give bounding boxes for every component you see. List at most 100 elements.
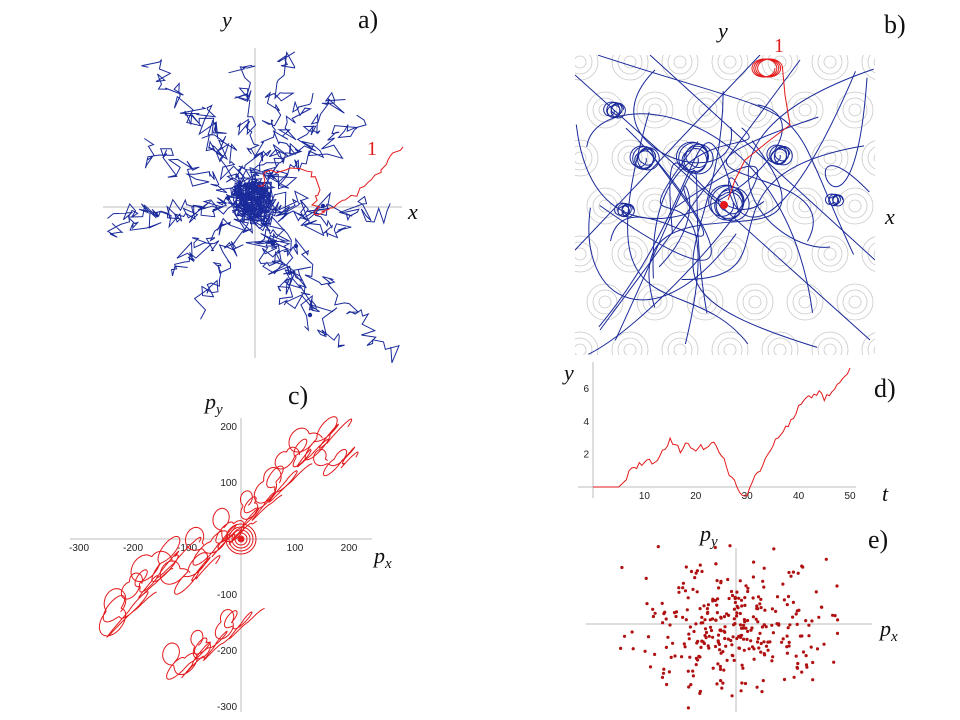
panel-b-trajectory — [614, 170, 708, 341]
panel-e-point — [766, 648, 770, 652]
panel-a: a) y x 1 — [103, 5, 418, 363]
panel-e-point — [755, 604, 759, 608]
panel-e-point — [699, 645, 703, 650]
panel-e-point — [727, 596, 731, 601]
panel-e-point — [732, 658, 736, 663]
panel-e-point — [717, 586, 721, 590]
panel-b-contour-ring — [811, 55, 849, 81]
panel-e-point — [795, 666, 800, 670]
panel-e-point — [705, 607, 710, 611]
panel-c-loop — [184, 524, 237, 566]
panel-b-trajectory — [725, 116, 819, 242]
panel-e-point — [669, 655, 673, 660]
panel-b-contour-ring — [575, 55, 587, 69]
panel-e-point — [718, 667, 723, 672]
panel-e-point — [836, 618, 840, 622]
panel-b-contour-ring — [642, 193, 668, 219]
panel-b-contour-ring — [836, 283, 874, 321]
panel-e-point — [687, 685, 691, 689]
panel-b-contour-ring — [723, 247, 737, 261]
panel-e-point — [724, 644, 728, 648]
panel-b-contour-ring — [611, 331, 649, 355]
panel-e-point — [689, 569, 694, 574]
panel-e-point — [666, 635, 670, 639]
panel-e-point — [660, 601, 664, 606]
panel-e-point — [732, 617, 736, 621]
panel-e-point — [735, 636, 739, 641]
panel-c-momentum-trajectory — [98, 416, 359, 680]
panel-b-contour-ring — [575, 247, 587, 261]
panel-e-point — [787, 570, 791, 575]
panel-c-x-tick-label: 200 — [341, 543, 358, 554]
panel-e-point — [660, 675, 665, 680]
panel-e-point — [781, 582, 785, 586]
panel-e-point — [665, 682, 669, 687]
panel-c-loop — [240, 490, 283, 521]
panel-e-point — [785, 645, 789, 649]
panel-e-point — [728, 544, 732, 548]
panel-b-contour-ring — [623, 343, 637, 355]
panel-e-point — [740, 681, 744, 685]
panel-e-point — [619, 646, 623, 651]
panel-e-point — [835, 631, 840, 636]
panel-e-point — [759, 597, 763, 602]
panel-e-point — [661, 621, 665, 625]
panel-e-point — [713, 598, 718, 603]
panel-c-y-tick-label: 200 — [220, 422, 237, 433]
panel-e-point — [835, 584, 839, 588]
panel-e-point — [644, 576, 648, 581]
panel-b-contour-ring — [823, 343, 837, 355]
panel-e-point — [711, 635, 715, 639]
panel-b-contour-ring — [817, 55, 843, 75]
panel-e-point — [744, 626, 748, 630]
panel-e-point — [723, 630, 727, 634]
panel-e-point — [716, 662, 720, 666]
panel-b-contour-ring — [642, 289, 668, 315]
panel-e-point — [686, 706, 691, 710]
panel-c-y-label-main: p — [203, 389, 216, 414]
panel-e-point — [746, 629, 750, 634]
panel-e-point — [726, 577, 730, 582]
panel-e-point — [770, 607, 775, 611]
panel-e-point — [735, 590, 739, 594]
panel-e-point — [645, 602, 649, 606]
panel-e-point — [735, 604, 739, 609]
panel-e-point — [735, 614, 739, 618]
panel-b-contour-ring — [661, 331, 699, 355]
panel-b-contour-ring — [723, 343, 737, 355]
panel-b-contour-ring — [817, 145, 843, 171]
panel-e-point — [747, 647, 751, 651]
panel-e-point — [752, 657, 756, 661]
panel-e-point — [735, 611, 739, 615]
panel-e-x-label-sub: x — [890, 629, 898, 645]
panel-e-point — [731, 635, 735, 639]
panel-b-contour-ring — [798, 199, 812, 213]
panel-b-straight-trajectory — [599, 59, 801, 331]
panel-b-contour-ring — [611, 235, 649, 273]
panel-e-point — [738, 611, 742, 616]
panel-e-point — [759, 650, 763, 654]
panel-d-y-label: y — [562, 360, 574, 385]
panel-b-contour-ring — [848, 199, 862, 213]
panel-b-contour-ring — [698, 295, 712, 309]
panel-a-trajectory — [247, 196, 400, 363]
panel-e-point — [719, 581, 723, 585]
panel-e-point — [730, 694, 734, 698]
panel-e-point — [800, 670, 804, 674]
panel-e-point — [764, 644, 769, 648]
panel-e-point — [725, 658, 729, 663]
panel-e-point — [733, 600, 738, 605]
panel-e-point — [771, 631, 776, 635]
panel-e-point — [809, 645, 813, 649]
panel-e-point — [719, 629, 723, 633]
panel-a-red-tag: 1 — [367, 138, 377, 160]
panel-d-y-tick-label: 2 — [583, 449, 589, 460]
panel-c-loop — [159, 552, 221, 595]
panel-e-point — [707, 646, 711, 650]
panel-b-contour-ring — [823, 55, 837, 69]
panel-e-point — [630, 630, 634, 634]
panel-e-point — [715, 579, 719, 583]
panel-e-point — [751, 575, 756, 579]
panel-e-point — [718, 648, 722, 652]
